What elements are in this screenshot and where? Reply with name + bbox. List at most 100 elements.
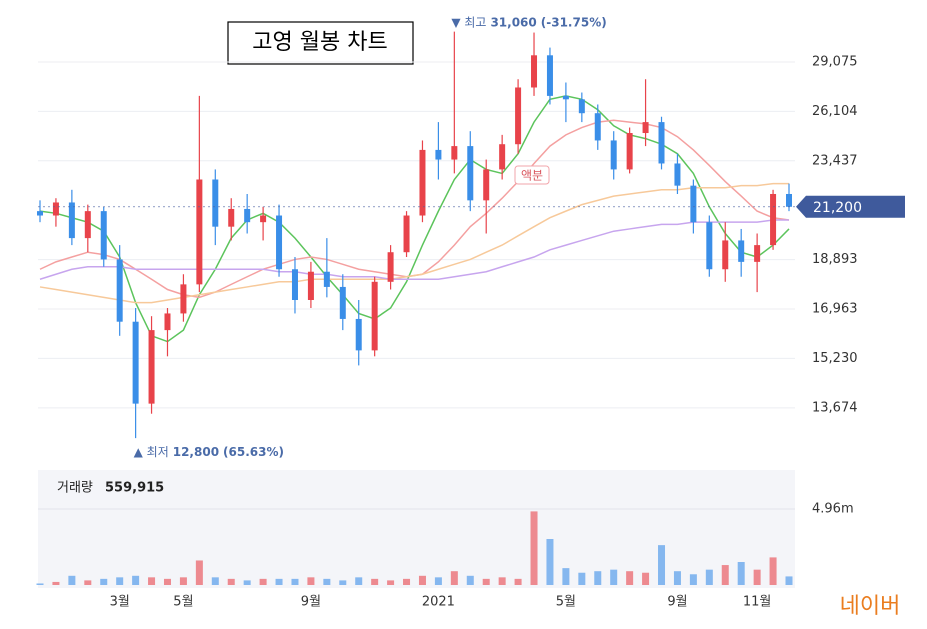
volume-bar <box>100 578 108 585</box>
volume-bar <box>323 578 331 585</box>
candle-body <box>754 245 761 262</box>
candle-body <box>546 55 553 96</box>
candle-body <box>52 202 59 216</box>
candle-body <box>100 211 107 260</box>
volume-bar <box>514 578 522 585</box>
y-tick-label: 23,437 <box>812 153 858 168</box>
ma-line <box>39 95 790 343</box>
candle-body <box>578 99 585 114</box>
candle-body <box>164 313 171 331</box>
volume-bar <box>307 577 315 585</box>
candle-body <box>770 193 777 246</box>
x-tick-label: 5월 <box>173 595 193 610</box>
ma-line <box>39 182 789 304</box>
volume-bar <box>84 580 92 585</box>
y-tick-label: 16,963 <box>812 302 858 317</box>
volume-bar <box>737 562 745 585</box>
candle-body <box>244 208 251 223</box>
candle-body <box>291 269 298 300</box>
candle-body <box>515 87 522 145</box>
candle-body <box>196 179 203 285</box>
annotation-part: (65.63%) <box>223 445 284 459</box>
volume-bar <box>498 577 506 585</box>
candle-body <box>276 215 283 270</box>
candle-body <box>84 211 91 239</box>
y-tick-label: 18,893 <box>812 252 858 267</box>
volume-bar <box>52 581 60 585</box>
candle-body <box>467 146 474 201</box>
candle-body <box>355 318 362 351</box>
candle-body <box>403 215 410 253</box>
volume-bar <box>450 571 458 585</box>
y-tick-label: 29,075 <box>812 54 858 69</box>
y-tick-label: 13,674 <box>812 400 858 415</box>
volume-bar <box>275 578 283 585</box>
candle-body <box>674 163 681 186</box>
y-tick-label: 4.96m <box>812 501 854 516</box>
volume-bar <box>179 577 187 585</box>
candle-body <box>722 240 729 270</box>
volume-bar <box>658 545 666 585</box>
volume-bar <box>689 574 697 585</box>
volume-bar <box>163 578 171 585</box>
event-box <box>514 165 550 185</box>
annotation-part: 31,060 <box>490 15 536 29</box>
volume-bar <box>785 576 793 585</box>
x-tick-label: 2021 <box>422 595 455 610</box>
annotation: ▲ 최저 12,800 (65.63%) <box>134 445 284 459</box>
volume-bar <box>610 569 618 585</box>
candle-body <box>626 133 633 170</box>
candle-body <box>68 202 75 239</box>
candle-body <box>531 55 538 88</box>
volume-value: 559,915 <box>105 481 164 496</box>
volume-bar <box>673 571 681 585</box>
event-label: 액분 <box>521 169 543 183</box>
x-tick-label: 9월 <box>667 595 687 610</box>
volume-bar <box>36 583 44 585</box>
annotation: ▼ 최고 31,060 (-31.75%) <box>451 15 606 29</box>
candle-body <box>562 95 569 100</box>
candle-body <box>339 286 346 319</box>
volume-bar <box>227 578 235 585</box>
brand: 네이버 <box>840 594 901 619</box>
volume-bar <box>195 560 203 585</box>
volume-bar <box>371 578 379 585</box>
candle-body <box>307 271 314 300</box>
volume-bar <box>211 577 219 585</box>
candle-body <box>690 185 697 223</box>
ma-line <box>39 119 790 299</box>
annotation-part: ▼ 최고 <box>451 15 486 29</box>
volume-bar <box>705 569 713 585</box>
volume-label: 거래량 <box>57 481 93 496</box>
annotation-part: ▲ 최저 <box>134 445 169 459</box>
candle-body <box>132 321 139 404</box>
title-box <box>227 21 414 65</box>
volume-bar <box>626 571 634 585</box>
y-tick-label: 26,104 <box>812 104 858 119</box>
chart-title: 고영 월봉 차트 <box>252 30 387 55</box>
candle-body <box>116 259 123 322</box>
volume-bar <box>148 577 156 585</box>
candle-body <box>642 122 649 134</box>
volume-bar <box>530 511 538 585</box>
volume-bar <box>68 575 76 585</box>
volume-bar <box>387 580 395 585</box>
current-price-label: 21,200 <box>813 200 862 216</box>
volume-bar <box>339 580 347 585</box>
candle-body <box>37 211 43 216</box>
candle-body <box>738 240 745 262</box>
volume-bar <box>546 539 554 585</box>
candle-body <box>435 149 442 160</box>
volume-bar <box>243 580 251 585</box>
volume-bar <box>132 575 140 585</box>
annotation-part: 12,800 <box>173 445 219 459</box>
annotation-part: (-31.75%) <box>541 15 607 29</box>
candle-body <box>594 113 601 141</box>
candle-body <box>786 193 792 207</box>
volume-bar <box>466 575 474 585</box>
volume-panel <box>38 470 795 588</box>
volume-bar <box>291 578 299 585</box>
candle-body <box>419 149 426 216</box>
volume-bar <box>594 571 602 585</box>
